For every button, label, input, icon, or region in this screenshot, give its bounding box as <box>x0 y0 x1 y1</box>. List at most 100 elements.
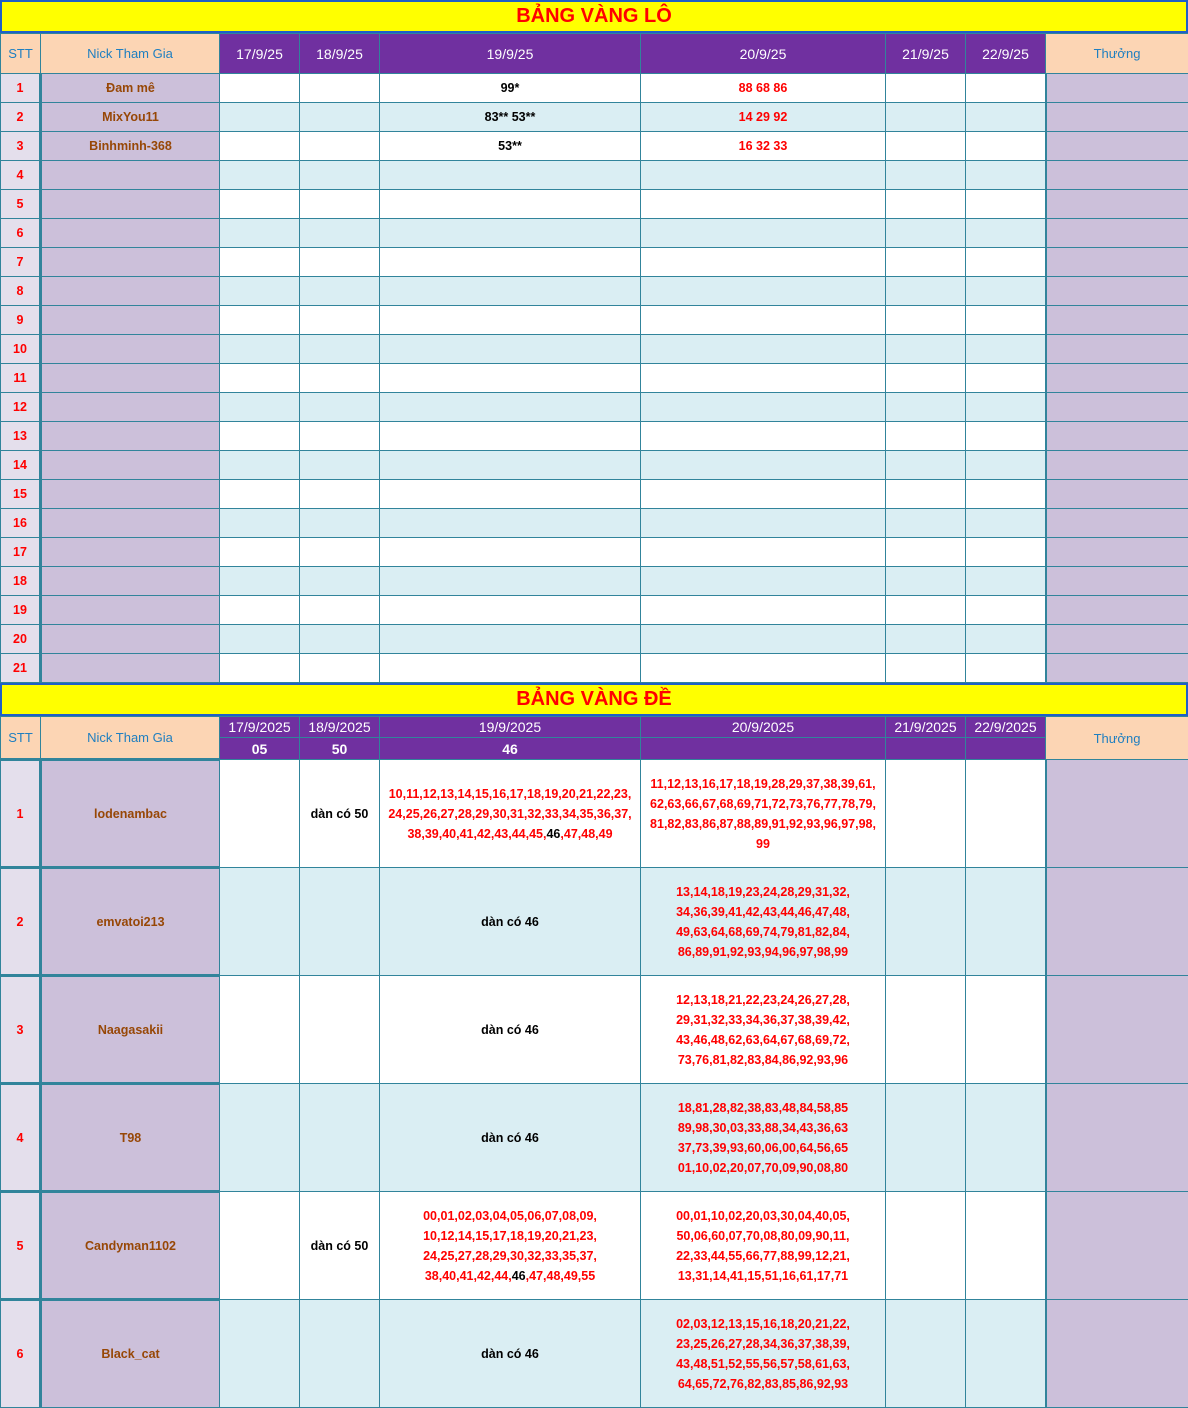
cell-17 <box>220 74 300 103</box>
cell-20 <box>641 393 886 422</box>
row-reward <box>1046 538 1188 567</box>
cell-22 <box>966 161 1046 190</box>
cell-20 <box>641 422 886 451</box>
header-date-3: 20/9/2025 <box>641 717 886 738</box>
cell-19 <box>380 654 641 683</box>
cell-17 <box>220 480 300 509</box>
table-row: 14 <box>1 451 1188 480</box>
row-stt: 11 <box>1 364 41 393</box>
cell-21 <box>886 393 966 422</box>
cell-20: 02,03,12,13,15,16,18,20,21,22, 23,25,26,… <box>641 1300 886 1408</box>
row-stt: 4 <box>1 161 41 190</box>
cell-17 <box>220 1192 300 1300</box>
cell-19 <box>380 567 641 596</box>
row-stt: 16 <box>1 509 41 538</box>
row-nick: lodenambac <box>41 760 220 868</box>
cell-20 <box>641 335 886 364</box>
cell-18 <box>300 74 380 103</box>
table-row: 13 <box>1 422 1188 451</box>
cell-19: 10,11,12,13,14,15,16,17,18,19,20,21,22,2… <box>380 760 641 868</box>
cell-22 <box>966 1084 1046 1192</box>
table-row: 21 <box>1 654 1188 683</box>
cell-22 <box>966 306 1046 335</box>
cell-18 <box>300 132 380 161</box>
cell-18 <box>300 103 380 132</box>
header-nick: Nick Tham Gia <box>41 34 220 74</box>
row-stt: 4 <box>1 1084 41 1192</box>
cell-19 <box>380 596 641 625</box>
row-stt: 5 <box>1 190 41 219</box>
row-reward <box>1046 480 1188 509</box>
cell-18 <box>300 306 380 335</box>
cell-19 <box>380 422 641 451</box>
cell-21 <box>886 335 966 364</box>
header-stt: STT <box>1 34 41 74</box>
cell-22 <box>966 393 1046 422</box>
cell-21 <box>886 451 966 480</box>
cell-18 <box>300 451 380 480</box>
cell-21 <box>886 625 966 654</box>
row-stt: 8 <box>1 277 41 306</box>
cell-17 <box>220 538 300 567</box>
row-reward <box>1046 364 1188 393</box>
cell-18 <box>300 567 380 596</box>
header-result-0: 05 <box>220 738 300 760</box>
table-row: 10 <box>1 335 1188 364</box>
cell-17 <box>220 567 300 596</box>
row-nick <box>41 654 220 683</box>
cell-19 <box>380 306 641 335</box>
cell-19: 00,01,02,03,04,05,06,07,08,09, 10,12,14,… <box>380 1192 641 1300</box>
header-date-4: 21/9/2025 <box>886 717 966 738</box>
cell-22 <box>966 625 1046 654</box>
cell-21 <box>886 306 966 335</box>
row-stt: 10 <box>1 335 41 364</box>
cell-21 <box>886 976 966 1084</box>
row-nick <box>41 567 220 596</box>
cell-20 <box>641 364 886 393</box>
row-nick: MixYou11 <box>41 103 220 132</box>
cell-21 <box>886 219 966 248</box>
cell-18 <box>300 277 380 306</box>
row-stt: 1 <box>1 760 41 868</box>
cell-22 <box>966 277 1046 306</box>
cell-21 <box>886 567 966 596</box>
cell-22 <box>966 190 1046 219</box>
cell-18: dàn có 50 <box>300 1192 380 1300</box>
row-nick: Candyman1102 <box>41 1192 220 1300</box>
cell-22 <box>966 219 1046 248</box>
cell-20: 88 68 86 <box>641 74 886 103</box>
row-reward <box>1046 335 1188 364</box>
lo-title: BẢNG VÀNG LÔ <box>0 0 1188 33</box>
row-nick: Black_cat <box>41 1300 220 1408</box>
cell-17 <box>220 868 300 976</box>
cell-21 <box>886 248 966 277</box>
row-nick: Naagasakii <box>41 976 220 1084</box>
cell-20 <box>641 306 886 335</box>
row-stt: 20 <box>1 625 41 654</box>
cell-20: 16 32 33 <box>641 132 886 161</box>
cell-20: 00,01,10,02,20,03,30,04,40,05, 50,06,60,… <box>641 1192 886 1300</box>
row-stt: 2 <box>1 868 41 976</box>
cell-20 <box>641 277 886 306</box>
row-reward <box>1046 103 1188 132</box>
cell-21 <box>886 868 966 976</box>
row-nick <box>41 480 220 509</box>
row-reward <box>1046 596 1188 625</box>
row-nick <box>41 190 220 219</box>
row-stt: 18 <box>1 567 41 596</box>
cell-18 <box>300 509 380 538</box>
table-row: 19 <box>1 596 1188 625</box>
row-reward <box>1046 451 1188 480</box>
cell-21 <box>886 654 966 683</box>
cell-18 <box>300 1300 380 1408</box>
cell-19: 53** <box>380 132 641 161</box>
cell-22 <box>966 509 1046 538</box>
row-nick <box>41 393 220 422</box>
cell-17 <box>220 596 300 625</box>
cell-17 <box>220 364 300 393</box>
cell-19 <box>380 219 641 248</box>
row-reward <box>1046 976 1188 1084</box>
row-reward <box>1046 567 1188 596</box>
row-stt: 9 <box>1 306 41 335</box>
row-reward <box>1046 393 1188 422</box>
